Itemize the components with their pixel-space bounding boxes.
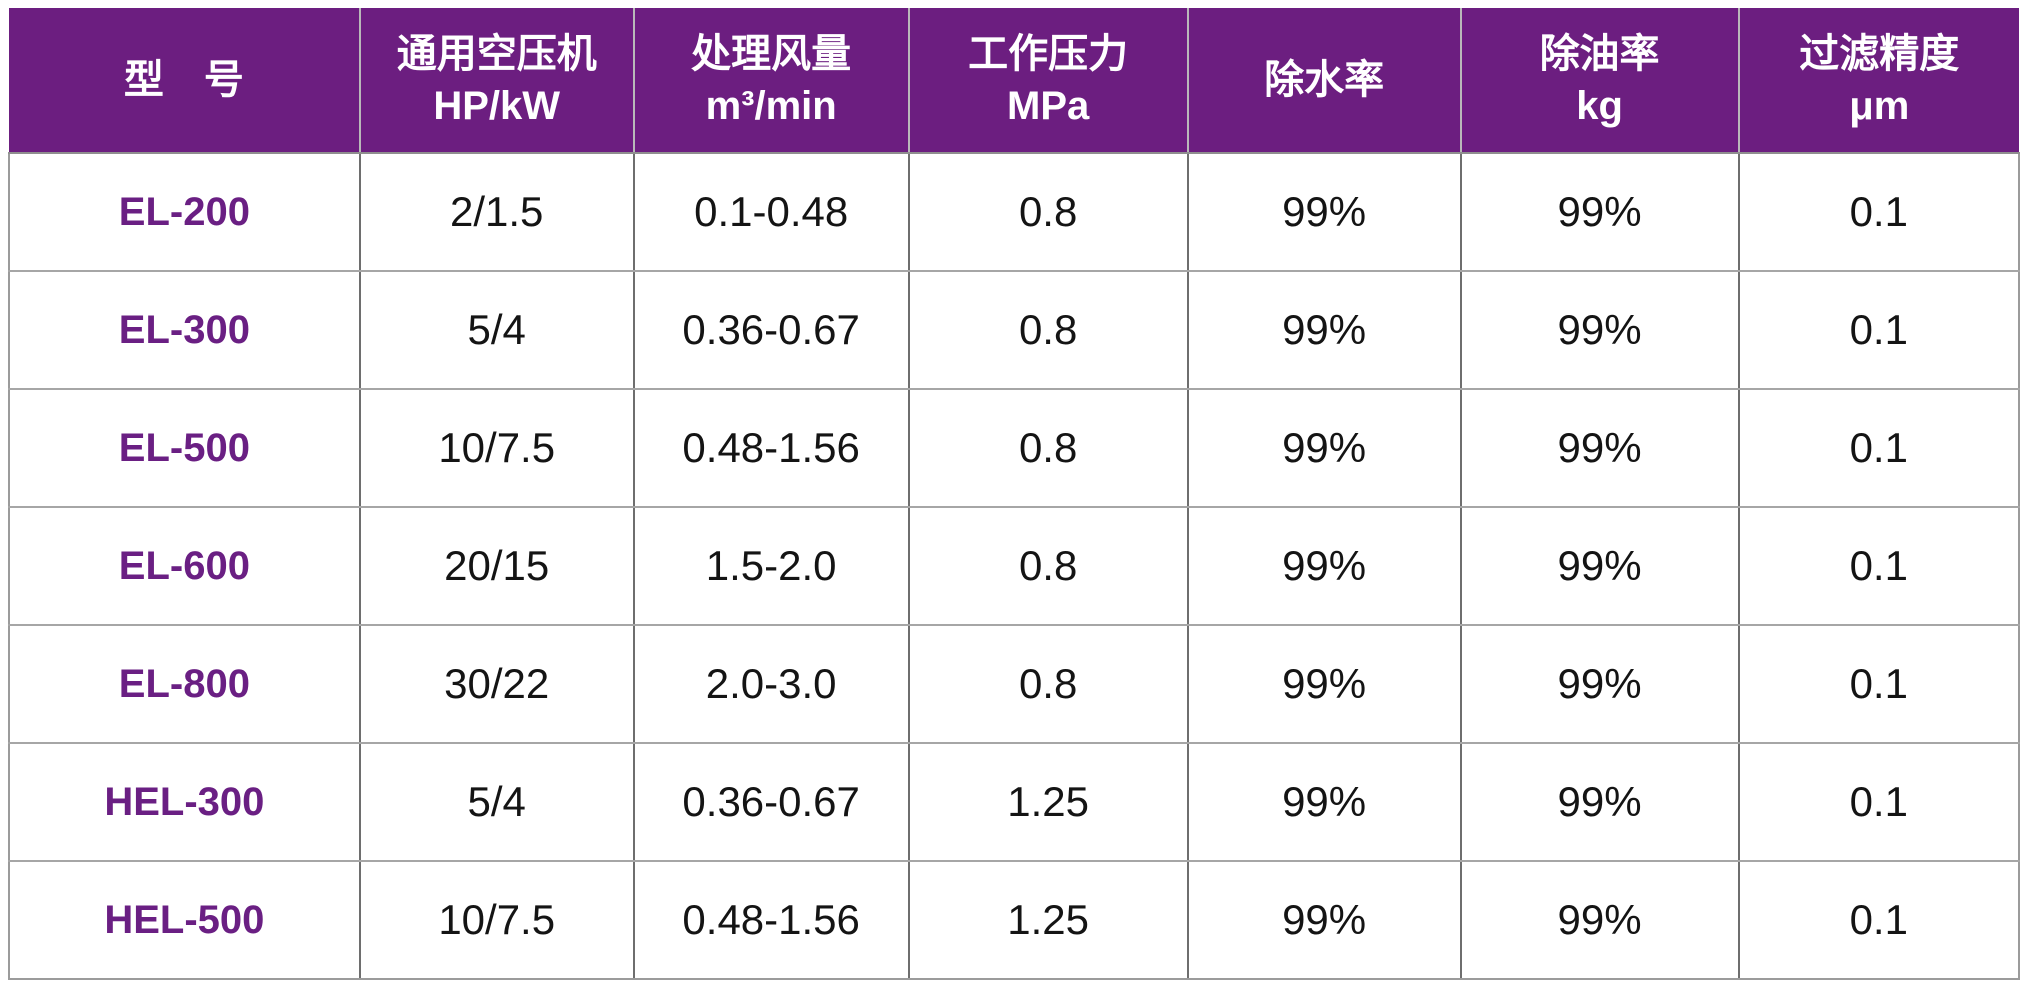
cell-pressure: 0.8 (908, 625, 1189, 744)
column-header-compressor-title: 通用空压机 (396, 32, 597, 76)
cell-model: EL-800 (8, 625, 361, 744)
column-header-pressure-title: 工作压力 (968, 32, 1129, 76)
column-header-flow-title: 处理风量 (691, 32, 852, 76)
column-header-oil-removal-title: 除油率 (1539, 32, 1660, 76)
column-header-compressor-unit: HP/kW (433, 84, 561, 128)
cell-precision: 0.1 (1738, 743, 2021, 862)
cell-pressure: 0.8 (908, 271, 1189, 390)
spec-table-container: 型 号 通用空压机 HP/kW 处理风量 m³/min (8, 8, 2021, 980)
table-row: EL-300 5/4 0.36-0.67 0.8 99% 99% 0.1 (8, 271, 2021, 390)
column-header-model: 型 号 (9, 8, 361, 154)
column-header-precision: 过滤精度 μm (1738, 8, 2019, 154)
table-row: EL-500 10/7.5 0.48-1.56 0.8 99% 99% 0.1 (8, 389, 2021, 508)
column-header-oil-removal-unit: kg (1576, 84, 1623, 128)
cell-precision: 0.1 (1738, 153, 2021, 272)
cell-model: HEL-300 (8, 743, 361, 862)
cell-flow: 0.1-0.48 (633, 153, 910, 272)
cell-pressure: 1.25 (908, 743, 1189, 862)
cell-oil-removal: 99% (1460, 861, 1740, 980)
cell-precision: 0.1 (1738, 625, 2021, 744)
cell-flow: 0.48-1.56 (633, 389, 910, 508)
cell-flow: 0.36-0.67 (633, 743, 910, 862)
column-header-water-removal: 除水率 (1187, 8, 1462, 154)
column-header-model-title: 型 号 (123, 58, 244, 102)
column-header-oil-removal: 除油率 kg (1460, 8, 1740, 154)
table-body: EL-200 2/1.5 0.1-0.48 0.8 99% 99% 0.1 EL… (8, 153, 2021, 980)
cell-oil-removal: 99% (1460, 507, 1740, 626)
column-header-water-removal-title: 除水率 (1264, 58, 1385, 102)
table-row: EL-600 20/15 1.5-2.0 0.8 99% 99% 0.1 (8, 507, 2021, 626)
column-header-compressor: 通用空压机 HP/kW (359, 8, 635, 154)
column-header-flow-unit: m³/min (705, 84, 837, 128)
cell-water-removal: 99% (1187, 861, 1462, 980)
cell-flow: 0.36-0.67 (633, 271, 910, 390)
cell-water-removal: 99% (1187, 625, 1462, 744)
cell-model: EL-200 (8, 153, 361, 272)
cell-pressure: 0.8 (908, 153, 1189, 272)
cell-model: EL-600 (8, 507, 361, 626)
column-header-precision-title: 过滤精度 (1799, 32, 1960, 76)
cell-model: EL-300 (8, 271, 361, 390)
cell-precision: 0.1 (1738, 389, 2021, 508)
header-row: 型 号 通用空压机 HP/kW 处理风量 m³/min (9, 8, 2019, 154)
cell-pressure: 1.25 (908, 861, 1189, 980)
cell-water-removal: 99% (1187, 153, 1462, 272)
cell-oil-removal: 99% (1460, 625, 1740, 744)
cell-water-removal: 99% (1187, 271, 1462, 390)
spec-table: 型 号 通用空压机 HP/kW 处理风量 m³/min (8, 8, 2021, 980)
column-header-precision-unit: μm (1849, 84, 1910, 128)
table-header: 型 号 通用空压机 HP/kW 处理风量 m³/min (9, 8, 2019, 154)
table-row: EL-200 2/1.5 0.1-0.48 0.8 99% 99% 0.1 (8, 153, 2021, 272)
cell-hp-kw: 10/7.5 (359, 389, 635, 508)
column-header-pressure: 工作压力 MPa (908, 8, 1189, 154)
cell-precision: 0.1 (1738, 271, 2021, 390)
table-row: HEL-500 10/7.5 0.48-1.56 1.25 99% 99% 0.… (8, 861, 2021, 980)
cell-oil-removal: 99% (1460, 743, 1740, 862)
cell-oil-removal: 99% (1460, 271, 1740, 390)
cell-precision: 0.1 (1738, 861, 2021, 980)
cell-precision: 0.1 (1738, 507, 2021, 626)
column-header-pressure-unit: MPa (1007, 84, 1090, 128)
cell-water-removal: 99% (1187, 389, 1462, 508)
cell-pressure: 0.8 (908, 389, 1189, 508)
cell-pressure: 0.8 (908, 507, 1189, 626)
cell-hp-kw: 2/1.5 (359, 153, 635, 272)
table-row: EL-800 30/22 2.0-3.0 0.8 99% 99% 0.1 (8, 625, 2021, 744)
table-row: HEL-300 5/4 0.36-0.67 1.25 99% 99% 0.1 (8, 743, 2021, 862)
cell-flow: 1.5-2.0 (633, 507, 910, 626)
cell-flow: 0.48-1.56 (633, 861, 910, 980)
cell-water-removal: 99% (1187, 507, 1462, 626)
cell-hp-kw: 20/15 (359, 507, 635, 626)
cell-hp-kw: 30/22 (359, 625, 635, 744)
cell-hp-kw: 5/4 (359, 271, 635, 390)
cell-oil-removal: 99% (1460, 153, 1740, 272)
column-header-flow: 处理风量 m³/min (633, 8, 910, 154)
cell-model: HEL-500 (8, 861, 361, 980)
cell-hp-kw: 10/7.5 (359, 861, 635, 980)
cell-hp-kw: 5/4 (359, 743, 635, 862)
cell-water-removal: 99% (1187, 743, 1462, 862)
cell-model: EL-500 (8, 389, 361, 508)
cell-flow: 2.0-3.0 (633, 625, 910, 744)
cell-oil-removal: 99% (1460, 389, 1740, 508)
